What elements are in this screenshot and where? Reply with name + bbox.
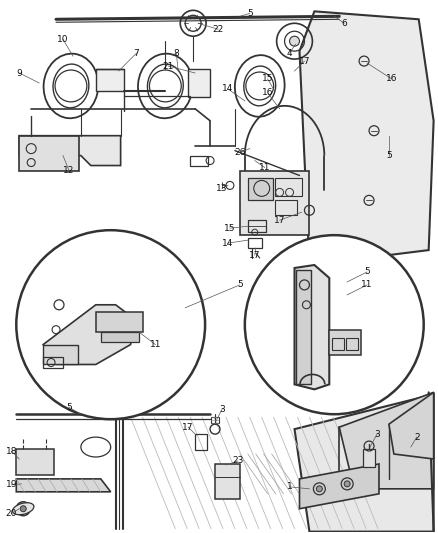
Text: 17: 17 bbox=[274, 216, 286, 225]
Bar bbox=[16, 449, 54, 475]
Bar bbox=[329, 330, 361, 354]
Text: 2: 2 bbox=[414, 433, 420, 442]
Text: 1: 1 bbox=[287, 482, 293, 491]
Bar bbox=[275, 179, 303, 196]
Text: 7: 7 bbox=[134, 49, 139, 58]
Text: 19: 19 bbox=[6, 480, 17, 489]
Bar bbox=[188, 69, 210, 97]
Circle shape bbox=[20, 506, 26, 512]
Text: 15: 15 bbox=[262, 75, 273, 84]
Bar bbox=[101, 332, 138, 342]
Bar bbox=[275, 200, 297, 215]
Bar bbox=[43, 357, 63, 368]
Text: 21: 21 bbox=[162, 61, 174, 70]
Text: 16: 16 bbox=[386, 75, 398, 84]
Bar bbox=[332, 337, 344, 350]
Bar bbox=[211, 417, 219, 423]
Text: 3: 3 bbox=[374, 430, 380, 439]
Bar bbox=[96, 312, 144, 332]
Bar bbox=[363, 449, 375, 467]
Polygon shape bbox=[294, 394, 434, 531]
Text: 12: 12 bbox=[63, 166, 74, 175]
Text: 5: 5 bbox=[247, 9, 253, 18]
Polygon shape bbox=[294, 265, 329, 389]
Text: 6: 6 bbox=[341, 19, 347, 28]
Text: 17: 17 bbox=[183, 423, 194, 432]
Text: 26: 26 bbox=[234, 148, 246, 157]
Text: 18: 18 bbox=[6, 447, 17, 456]
Text: 4: 4 bbox=[287, 49, 292, 58]
Polygon shape bbox=[19, 136, 120, 166]
Text: 14: 14 bbox=[222, 239, 233, 248]
Ellipse shape bbox=[13, 503, 34, 515]
Circle shape bbox=[245, 235, 424, 414]
Bar bbox=[248, 220, 266, 232]
Bar bbox=[96, 69, 124, 91]
Text: 5: 5 bbox=[386, 151, 392, 160]
Text: 22: 22 bbox=[212, 25, 224, 34]
Circle shape bbox=[344, 481, 350, 487]
Bar bbox=[248, 179, 273, 200]
Bar bbox=[190, 156, 208, 166]
Text: 15: 15 bbox=[224, 224, 236, 233]
Bar bbox=[240, 171, 309, 235]
Text: 5: 5 bbox=[66, 403, 72, 412]
Text: 16: 16 bbox=[262, 88, 273, 98]
Circle shape bbox=[16, 230, 205, 419]
Bar bbox=[195, 434, 207, 450]
Text: 9: 9 bbox=[16, 69, 22, 77]
Circle shape bbox=[316, 486, 322, 492]
Text: 8: 8 bbox=[173, 49, 179, 58]
Text: 11: 11 bbox=[259, 163, 270, 172]
Text: 3: 3 bbox=[219, 405, 225, 414]
Bar bbox=[296, 270, 311, 384]
Text: 14: 14 bbox=[222, 84, 233, 93]
Polygon shape bbox=[43, 305, 135, 365]
Polygon shape bbox=[16, 479, 111, 492]
Text: 23: 23 bbox=[232, 456, 244, 465]
Text: 11: 11 bbox=[150, 340, 161, 349]
Text: 10: 10 bbox=[57, 35, 69, 44]
Polygon shape bbox=[389, 392, 434, 459]
Text: 17: 17 bbox=[299, 56, 310, 66]
Text: 5: 5 bbox=[237, 280, 243, 289]
Text: 13: 13 bbox=[216, 184, 228, 193]
Bar bbox=[19, 136, 79, 171]
Bar bbox=[215, 464, 240, 499]
Polygon shape bbox=[300, 11, 434, 265]
Circle shape bbox=[290, 36, 300, 46]
Text: 20: 20 bbox=[6, 509, 17, 518]
Text: 5: 5 bbox=[364, 268, 370, 277]
Text: 17: 17 bbox=[249, 251, 261, 260]
Bar bbox=[43, 345, 78, 365]
Text: 11: 11 bbox=[361, 280, 373, 289]
Polygon shape bbox=[339, 392, 434, 489]
Polygon shape bbox=[300, 464, 379, 508]
Bar bbox=[248, 238, 262, 248]
Bar bbox=[346, 337, 358, 350]
